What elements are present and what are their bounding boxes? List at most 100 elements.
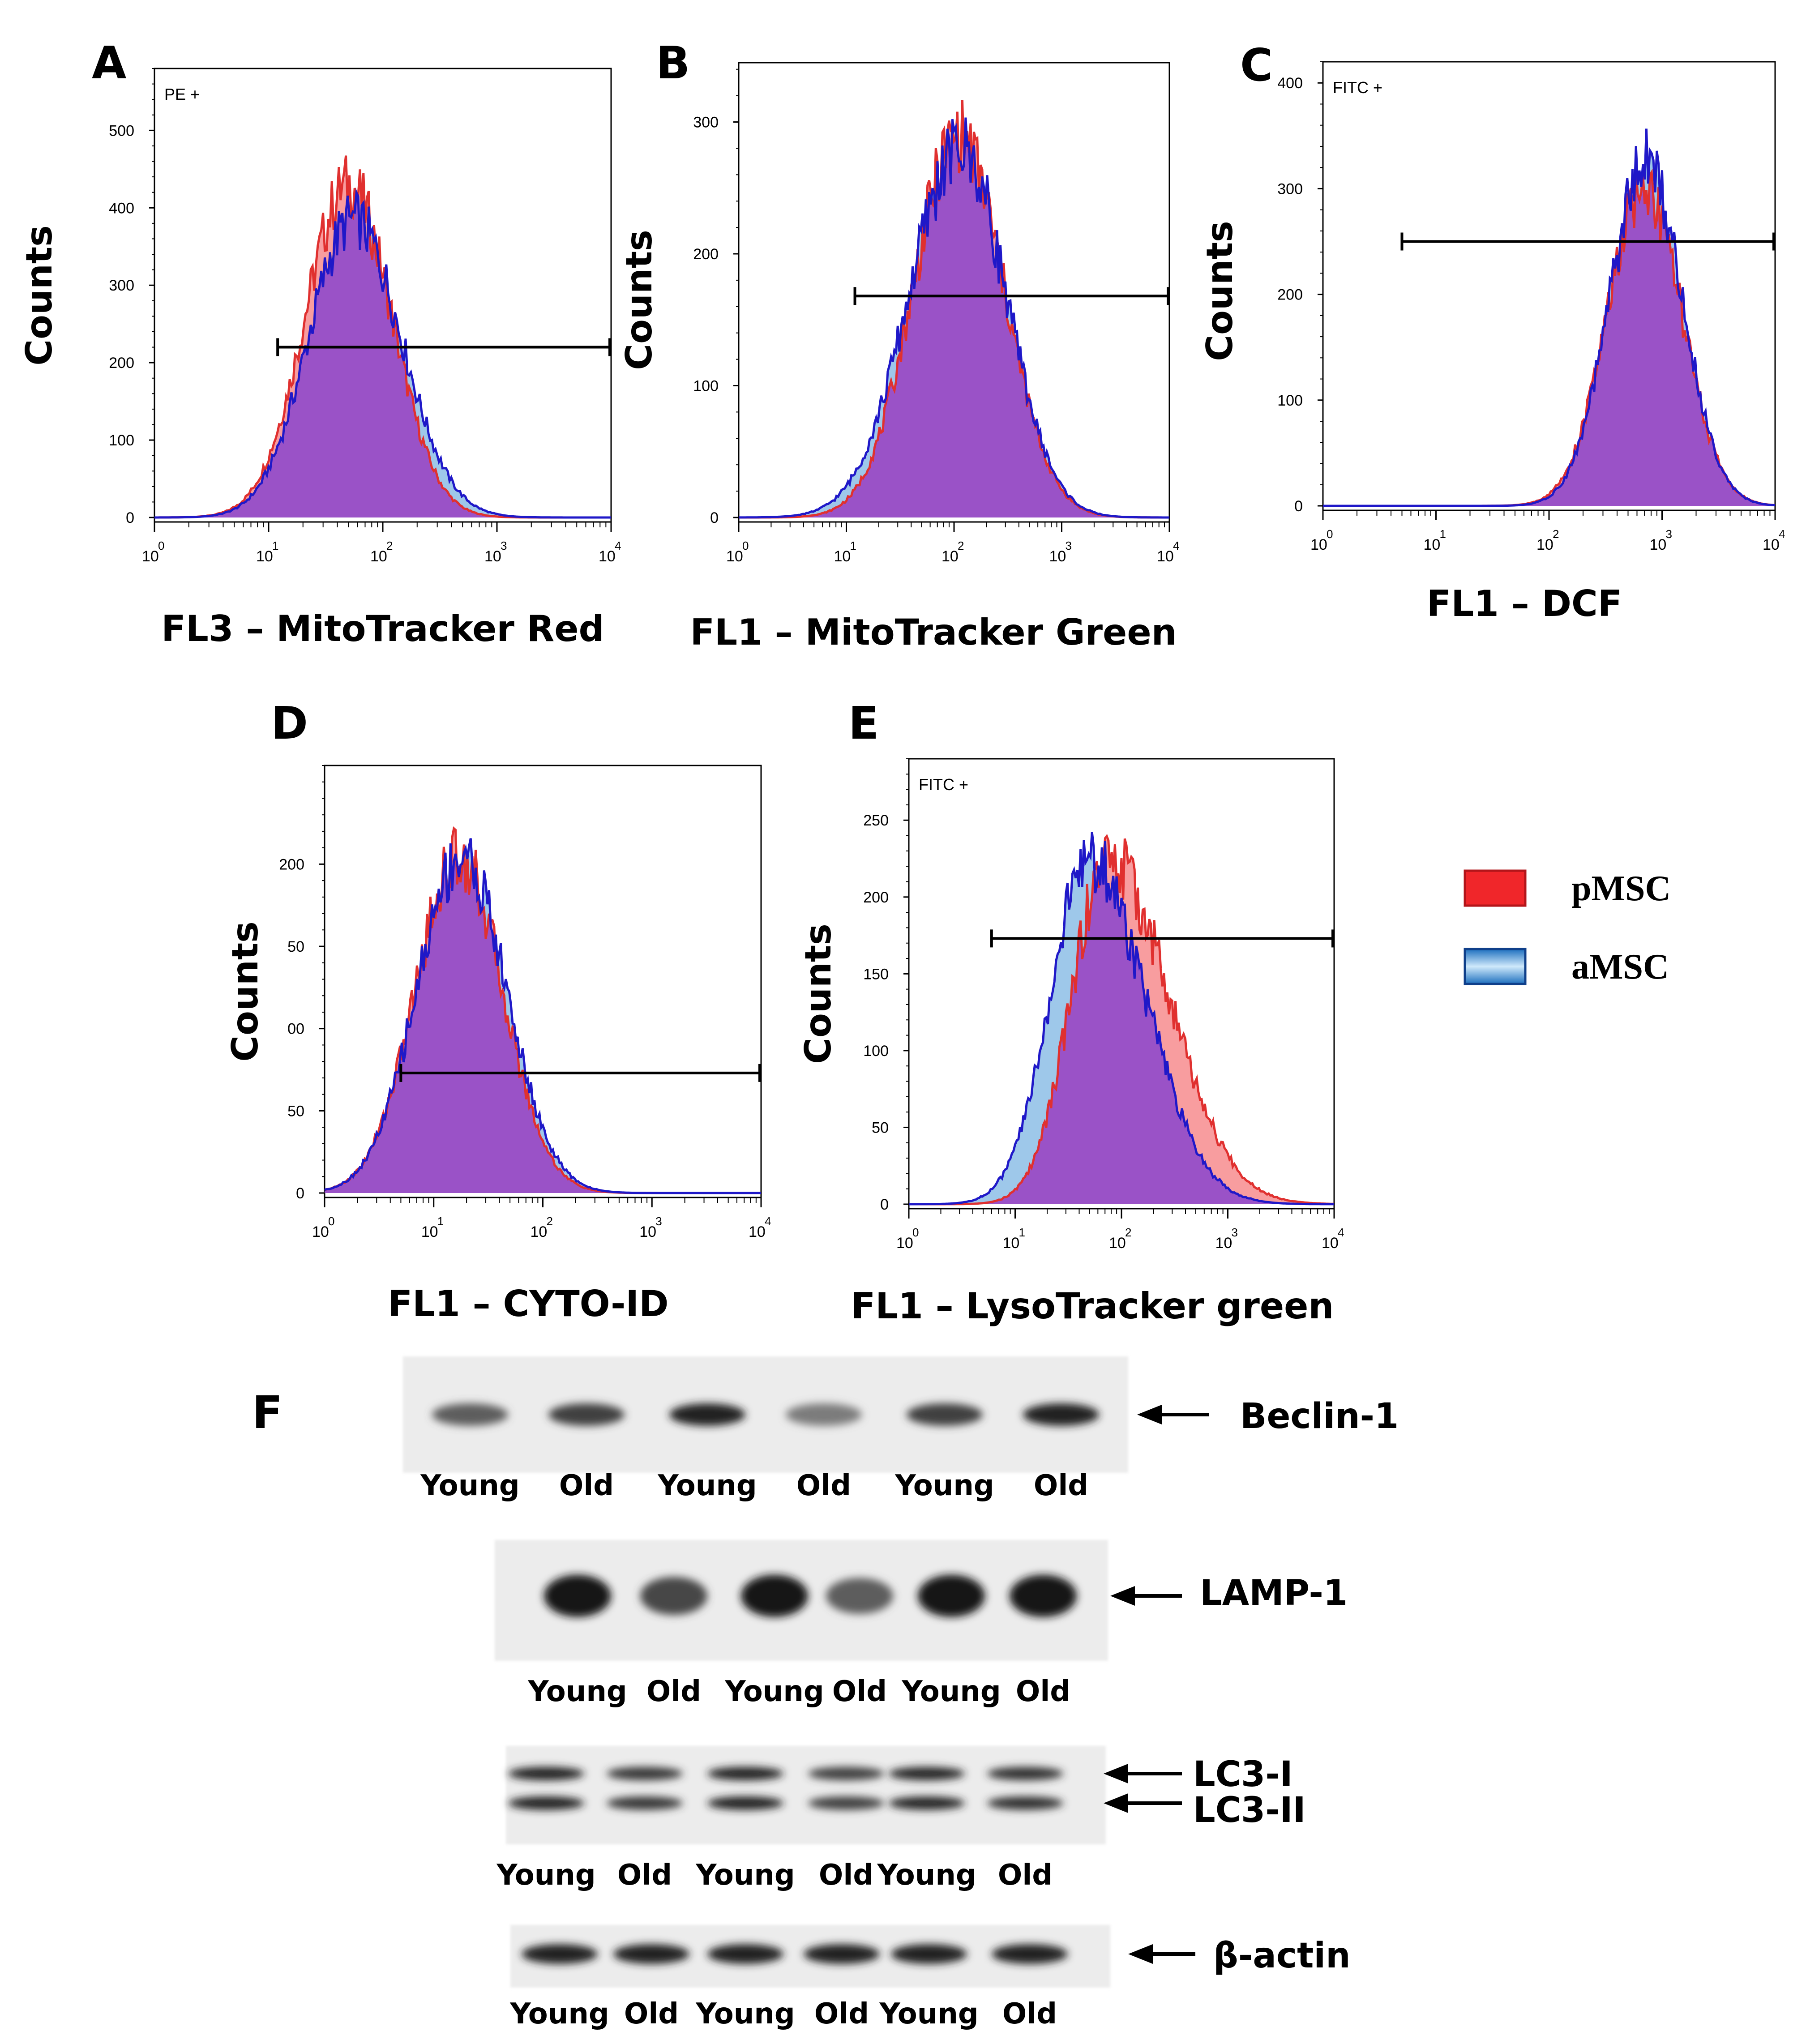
lane-label-old: Old bbox=[832, 1675, 887, 1708]
y-axis-title: Counts bbox=[224, 921, 266, 1061]
lane-label-young: Young bbox=[420, 1469, 519, 1502]
y-tick-label: 100 bbox=[693, 378, 719, 395]
arrow-head-icon bbox=[1110, 1586, 1135, 1606]
blot-band bbox=[544, 1574, 611, 1617]
x-tick-label: 10 bbox=[599, 548, 616, 565]
x-tick-exponent: 4 bbox=[765, 1214, 771, 1228]
x-tick-label: 10 bbox=[531, 1223, 548, 1240]
series-line-pmsc bbox=[909, 834, 1335, 1206]
blot-band bbox=[707, 1796, 783, 1810]
lane-label-old: Old bbox=[819, 1859, 873, 1892]
blot-beta-actin: Young Old Young Old Young Old β-actin bbox=[509, 1925, 1351, 2031]
lane-label-young: Young bbox=[901, 1675, 1001, 1708]
lane-label-old: Old bbox=[646, 1675, 701, 1708]
legend-swatch bbox=[1464, 869, 1527, 907]
lane-label-young: Young bbox=[695, 1997, 795, 2031]
y-tick-label: 150 bbox=[863, 966, 889, 983]
y-tick-label: 400 bbox=[109, 200, 134, 217]
y-axis-title: Counts bbox=[618, 230, 660, 370]
lane-label-young: Young bbox=[879, 1997, 978, 2031]
x-tick-label: 10 bbox=[484, 548, 501, 565]
x-tick-exponent: 4 bbox=[615, 539, 621, 552]
x-tick-label: 10 bbox=[1215, 1235, 1233, 1252]
blot-band bbox=[786, 1403, 862, 1426]
blot-band bbox=[607, 1796, 683, 1810]
legend-label: aMSC bbox=[1571, 947, 1669, 987]
y-tick-label: 0 bbox=[710, 509, 719, 526]
x-tick-exponent: 4 bbox=[1338, 1226, 1344, 1239]
x-tick-exponent: 1 bbox=[272, 539, 278, 552]
lane-label-young: Young bbox=[657, 1469, 757, 1502]
y-axis-title: Counts bbox=[18, 225, 60, 365]
x-tick-label: 10 bbox=[749, 1223, 766, 1240]
x-tick-exponent: 0 bbox=[158, 539, 164, 552]
blot-band bbox=[640, 1577, 707, 1615]
legend: pMSC aMSC bbox=[1464, 869, 1671, 987]
panel-a: PE +0100200300400500100101102103104ACoun… bbox=[18, 37, 621, 650]
blot-band bbox=[613, 1944, 689, 1964]
panel-letter: C bbox=[1240, 39, 1273, 91]
panel-letter: B bbox=[656, 37, 690, 89]
y-tick-label: 200 bbox=[693, 246, 719, 263]
x-tick-label: 10 bbox=[1536, 536, 1554, 553]
blot-band bbox=[432, 1403, 508, 1426]
y-axis-title: Counts bbox=[797, 924, 839, 1064]
blot-band bbox=[891, 1944, 967, 1964]
x-tick-exponent: 1 bbox=[437, 1214, 444, 1228]
x-tick-label: 10 bbox=[1049, 548, 1066, 565]
histogram-panels: PE +0100200300400500100101102103104ACoun… bbox=[18, 37, 1785, 1327]
x-axis-title: FL1 – DCF bbox=[1427, 583, 1622, 624]
x-tick-exponent: 4 bbox=[1779, 527, 1785, 541]
x-tick-exponent: 0 bbox=[912, 1226, 919, 1239]
y-tick-label: 50 bbox=[872, 1119, 889, 1136]
lane-label-young: Young bbox=[877, 1859, 976, 1892]
blot-band bbox=[987, 1767, 1063, 1780]
x-tick-exponent: 3 bbox=[1066, 539, 1072, 552]
blot-membrane bbox=[506, 1746, 1106, 1844]
y-tick-label: 50 bbox=[287, 938, 304, 955]
series-line-amsc bbox=[909, 832, 1334, 1206]
series-overlap bbox=[325, 853, 761, 1193]
blot-band bbox=[889, 1796, 965, 1810]
legend-swatch bbox=[1464, 948, 1527, 985]
blot-band bbox=[804, 1944, 880, 1964]
y-tick-label: 200 bbox=[863, 889, 889, 906]
y-tick-label: 100 bbox=[863, 1043, 889, 1060]
x-tick-label: 10 bbox=[1109, 1235, 1126, 1252]
y-tick-label: 50 bbox=[287, 1103, 304, 1120]
x-tick-label: 10 bbox=[834, 548, 851, 565]
x-axis-title: FL1 – CYTO-ID bbox=[388, 1283, 668, 1325]
x-tick-label: 10 bbox=[1157, 548, 1174, 565]
y-tick-label: 100 bbox=[109, 432, 134, 449]
x-tick-exponent: 2 bbox=[547, 1214, 553, 1228]
y-tick-label: 0 bbox=[126, 509, 134, 526]
series-line-amsc bbox=[154, 188, 611, 519]
x-tick-label: 10 bbox=[1650, 536, 1667, 553]
lane-label-old: Old bbox=[796, 1469, 851, 1502]
x-tick-exponent: 0 bbox=[1327, 527, 1333, 541]
legend-item-pmsc: pMSC bbox=[1464, 869, 1671, 908]
x-tick-label: 10 bbox=[639, 1223, 656, 1240]
y-tick-label: 300 bbox=[1277, 180, 1303, 197]
arrow-head-icon bbox=[1104, 1793, 1128, 1813]
lane-label-young: Young bbox=[695, 1859, 795, 1892]
y-tick-label: 0 bbox=[1294, 498, 1303, 515]
blot-band bbox=[669, 1403, 745, 1426]
x-tick-exponent: 3 bbox=[1666, 527, 1672, 541]
blot-band bbox=[992, 1944, 1068, 1964]
lane-label-old: Old bbox=[624, 1997, 679, 2031]
y-tick-label: 200 bbox=[279, 856, 304, 873]
protein-label: LC3-II bbox=[1193, 1790, 1306, 1830]
x-tick-exponent: 2 bbox=[1553, 527, 1559, 541]
x-axis-title: FL1 – LysoTracker green bbox=[851, 1285, 1334, 1327]
x-tick-label: 10 bbox=[421, 1223, 438, 1240]
arrow-head-icon bbox=[1128, 1944, 1153, 1964]
x-tick-label: 10 bbox=[896, 1235, 913, 1252]
lane-label-young: Young bbox=[509, 1997, 609, 2031]
